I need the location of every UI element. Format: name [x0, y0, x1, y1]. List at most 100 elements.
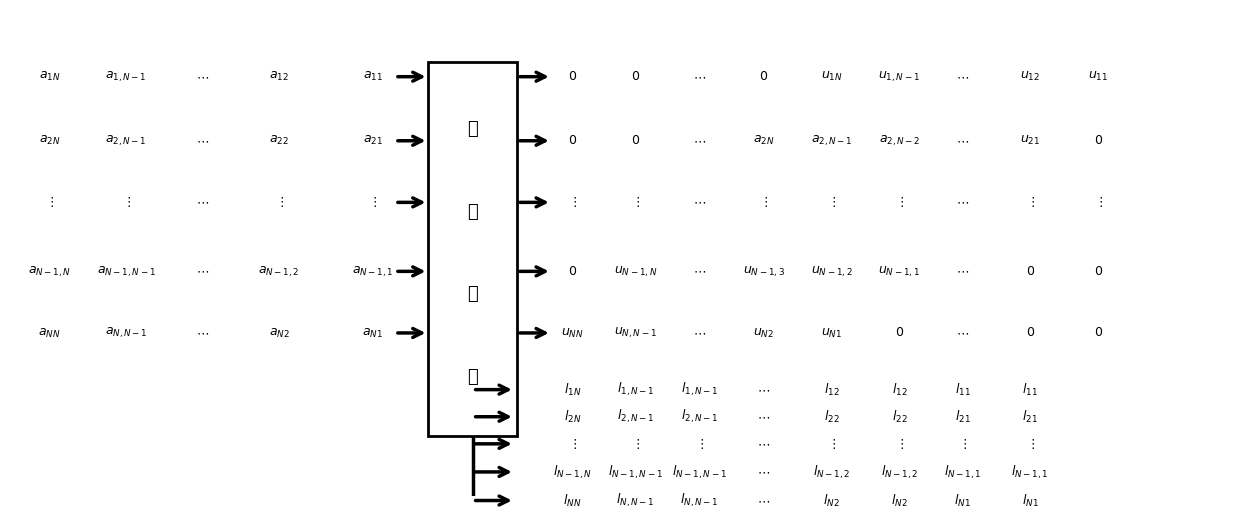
Text: $u_{N-1,2}$: $u_{N-1,2}$ — [810, 264, 852, 278]
Text: $u_{N2}$: $u_{N2}$ — [753, 327, 774, 339]
Text: $u_{N1}$: $u_{N1}$ — [821, 327, 843, 339]
Text: 构: 构 — [467, 367, 478, 385]
Text: $0$: $0$ — [631, 70, 641, 83]
Text: $a_{N1}$: $a_{N1}$ — [362, 327, 383, 339]
Text: $u_{1,N-1}$: $u_{1,N-1}$ — [878, 69, 921, 84]
Text: 列: 列 — [467, 203, 478, 221]
Text: $0$: $0$ — [631, 134, 641, 147]
Text: $0$: $0$ — [567, 265, 577, 278]
Text: $\cdots$: $\cdots$ — [955, 70, 969, 83]
Text: $l_{N-1,1}$: $l_{N-1,1}$ — [1011, 463, 1049, 481]
Bar — [429, 62, 517, 436]
Text: $l_{12}$: $l_{12}$ — [892, 382, 907, 398]
Text: $\vdots$: $\vdots$ — [695, 437, 704, 451]
Text: $u_{NN}$: $u_{NN}$ — [561, 327, 584, 339]
Text: $0$: $0$ — [1094, 327, 1103, 339]
Text: $\vdots$: $\vdots$ — [569, 437, 577, 451]
Text: $l_{22}$: $l_{22}$ — [824, 409, 840, 425]
Text: $a_{N,N-1}$: $a_{N,N-1}$ — [105, 326, 147, 340]
Text: $u_{12}$: $u_{12}$ — [1020, 70, 1041, 83]
Text: 结: 结 — [467, 285, 478, 303]
Text: $0$: $0$ — [1094, 265, 1103, 278]
Text: $a_{N-1,1}$: $a_{N-1,1}$ — [352, 264, 394, 278]
Text: $a_{1N}$: $a_{1N}$ — [38, 70, 61, 83]
Text: $\cdots$: $\cdots$ — [693, 196, 706, 209]
Text: $l_{1,N-1}$: $l_{1,N-1}$ — [681, 381, 719, 399]
Text: $\vdots$: $\vdots$ — [631, 437, 641, 451]
Text: $\vdots$: $\vdots$ — [958, 437, 966, 451]
Text: $a_{22}$: $a_{22}$ — [269, 134, 289, 147]
Text: $a_{NN}$: $a_{NN}$ — [38, 327, 61, 339]
Text: $l_{N2}$: $l_{N2}$ — [891, 493, 908, 508]
Text: $l_{12}$: $l_{12}$ — [824, 382, 840, 398]
Text: $l_{2,N-1}$: $l_{2,N-1}$ — [681, 408, 719, 426]
Text: $a_{N-1,2}$: $a_{N-1,2}$ — [258, 264, 300, 278]
Text: $0$: $0$ — [1026, 327, 1035, 339]
Text: $a_{12}$: $a_{12}$ — [269, 70, 289, 83]
Text: $\cdots$: $\cdots$ — [757, 494, 771, 507]
Text: $\vdots$: $\vdots$ — [569, 195, 577, 210]
Text: $u_{1N}$: $u_{1N}$ — [820, 70, 843, 83]
Text: $\vdots$: $\vdots$ — [631, 195, 641, 210]
Text: $l_{N,N-1}$: $l_{N,N-1}$ — [616, 492, 654, 509]
Text: $\cdots$: $\cdots$ — [757, 466, 771, 478]
Text: $l_{21}$: $l_{21}$ — [954, 409, 970, 425]
Text: $a_{2,N-2}$: $a_{2,N-2}$ — [878, 133, 921, 148]
Text: $u_{N-1,3}$: $u_{N-1,3}$ — [742, 264, 784, 278]
Text: $\vdots$: $\vdots$ — [1026, 437, 1035, 451]
Text: $\cdots$: $\cdots$ — [955, 134, 969, 147]
Text: $\cdots$: $\cdots$ — [693, 327, 706, 339]
Text: $\vdots$: $\vdots$ — [828, 195, 836, 210]
Text: $u_{N-1,N}$: $u_{N-1,N}$ — [613, 264, 658, 278]
Text: $a_{21}$: $a_{21}$ — [363, 134, 383, 147]
Text: $l_{N-1,2}$: $l_{N-1,2}$ — [881, 463, 918, 481]
Text: $\vdots$: $\vdots$ — [1094, 195, 1103, 210]
Text: $\cdots$: $\cdots$ — [196, 134, 209, 147]
Text: $l_{1N}$: $l_{1N}$ — [564, 382, 581, 398]
Text: $a_{2,N-1}$: $a_{2,N-1}$ — [105, 133, 147, 148]
Text: $l_{11}$: $l_{11}$ — [1022, 382, 1038, 398]
Text: $a_{2N}$: $a_{2N}$ — [38, 134, 61, 147]
Text: $\cdots$: $\cdots$ — [757, 410, 771, 423]
Text: $0$: $0$ — [1094, 134, 1103, 147]
Text: $a_{N-1,N}$: $a_{N-1,N}$ — [28, 264, 72, 278]
Text: $\vdots$: $\vdots$ — [760, 195, 768, 210]
Text: $\cdots$: $\cdots$ — [757, 437, 771, 450]
Text: $\cdots$: $\cdots$ — [196, 70, 209, 83]
Text: $l_{N-1,1}$: $l_{N-1,1}$ — [944, 463, 981, 481]
Text: $a_{N-1,N-1}$: $a_{N-1,N-1}$ — [97, 264, 156, 278]
Text: 阵: 阵 — [467, 120, 478, 138]
Text: $\cdots$: $\cdots$ — [955, 327, 969, 339]
Text: $l_{21}$: $l_{21}$ — [1022, 409, 1038, 425]
Text: $l_{NN}$: $l_{NN}$ — [564, 493, 582, 508]
Text: $\vdots$: $\vdots$ — [368, 195, 377, 210]
Text: $a_{2,N-1}$: $a_{2,N-1}$ — [810, 133, 852, 148]
Text: $u_{21}$: $u_{21}$ — [1020, 134, 1041, 147]
Text: $0$: $0$ — [567, 70, 577, 83]
Text: $\cdots$: $\cdots$ — [955, 265, 969, 278]
Text: $\vdots$: $\vdots$ — [895, 437, 904, 451]
Text: $0$: $0$ — [760, 70, 768, 83]
Text: $\cdots$: $\cdots$ — [196, 265, 209, 278]
Text: $\cdots$: $\cdots$ — [693, 134, 706, 147]
Text: $l_{N-1,N}$: $l_{N-1,N}$ — [553, 463, 592, 481]
Text: $\vdots$: $\vdots$ — [275, 195, 284, 210]
Text: $0$: $0$ — [1026, 265, 1035, 278]
Text: $u_{N,N-1}$: $u_{N,N-1}$ — [615, 326, 657, 340]
Text: $u_{N-1,1}$: $u_{N-1,1}$ — [878, 264, 921, 278]
Text: $l_{N-1,N-1}$: $l_{N-1,N-1}$ — [673, 463, 727, 481]
Text: $a_{11}$: $a_{11}$ — [363, 70, 383, 83]
Text: $l_{N2}$: $l_{N2}$ — [824, 493, 840, 508]
Text: $l_{N1}$: $l_{N1}$ — [1022, 493, 1038, 508]
Text: $\vdots$: $\vdots$ — [121, 195, 130, 210]
Text: $\vdots$: $\vdots$ — [1026, 195, 1035, 210]
Text: $\cdots$: $\cdots$ — [196, 327, 209, 339]
Text: $l_{N,N-1}$: $l_{N,N-1}$ — [680, 492, 719, 509]
Text: $l_{1,N-1}$: $l_{1,N-1}$ — [617, 381, 654, 399]
Text: $u_{11}$: $u_{11}$ — [1088, 70, 1108, 83]
Text: $\vdots$: $\vdots$ — [895, 195, 904, 210]
Text: $0$: $0$ — [895, 327, 904, 339]
Text: $\cdots$: $\cdots$ — [693, 70, 706, 83]
Text: $l_{N1}$: $l_{N1}$ — [954, 493, 971, 508]
Text: $a_{N2}$: $a_{N2}$ — [269, 327, 290, 339]
